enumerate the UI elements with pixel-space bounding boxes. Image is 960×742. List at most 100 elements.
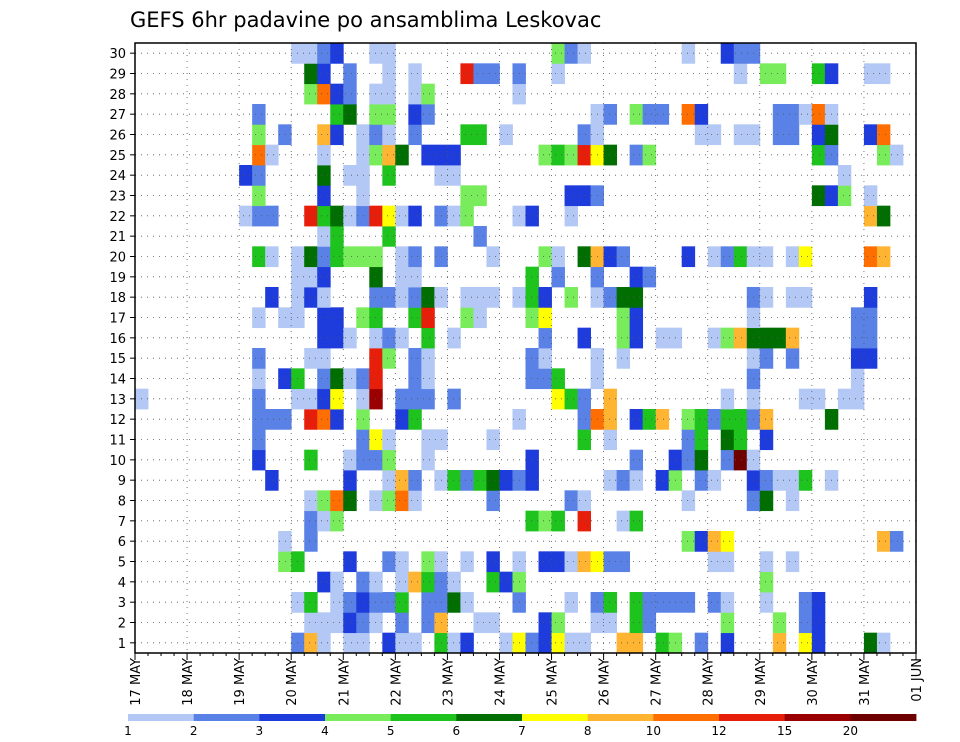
heatmap-cell (525, 205, 539, 227)
heatmap-cell (278, 551, 292, 573)
heatmap-cell (369, 83, 383, 105)
y-tick-label: 11 (109, 434, 126, 449)
heatmap-cell (694, 409, 709, 430)
heatmap-cell (265, 470, 279, 491)
heatmap-cell (551, 266, 565, 288)
heatmap-cell (317, 266, 331, 288)
heatmap-cell (343, 205, 357, 227)
heatmap-cell (759, 287, 774, 308)
heatmap-cell (759, 63, 774, 85)
heatmap-cell (369, 124, 383, 146)
heatmap-cell (369, 104, 383, 125)
heatmap-cell (343, 83, 357, 105)
legend-label: 6 (453, 724, 461, 738)
heatmap-cell (707, 531, 722, 552)
heatmap-cell (460, 124, 474, 146)
heatmap-cell (356, 124, 370, 146)
heatmap-cell (304, 592, 318, 613)
legend-label: 1 (124, 724, 132, 738)
heatmap-cell (395, 571, 409, 593)
heatmap-cell (772, 104, 787, 125)
heatmap-cell (395, 409, 409, 430)
legend-label: 2 (190, 724, 198, 738)
heatmap-cell (551, 63, 565, 85)
heatmap-cell (317, 348, 331, 369)
heatmap-cell (252, 144, 266, 166)
heatmap-cell (408, 571, 422, 593)
heatmap-cell (265, 287, 279, 308)
heatmap-cell (408, 307, 422, 329)
heatmap-cell (577, 551, 591, 573)
heatmap-cell (421, 83, 435, 105)
heatmap-cell (811, 388, 826, 410)
heatmap-cell (694, 632, 709, 654)
heatmap-cell (330, 104, 344, 125)
legend-swatch (390, 714, 457, 721)
heatmap-cell (278, 307, 292, 329)
heatmap-cell (733, 124, 748, 146)
heatmap-cell (317, 185, 331, 207)
y-tick-label: 18 (109, 291, 126, 306)
heatmap-cell (382, 43, 396, 64)
heatmap-cell (395, 205, 409, 227)
heatmap-cell (785, 490, 800, 512)
heatmap-cell (330, 592, 344, 613)
heatmap-cell (759, 348, 774, 369)
heatmap-cell (447, 592, 461, 613)
heatmap-cell (395, 612, 409, 634)
heatmap-cell (538, 510, 552, 532)
heatmap-cell (408, 124, 422, 146)
heatmap-cell (486, 287, 500, 308)
x-tick-label: 01 JUN (910, 658, 925, 702)
y-tick-label: 10 (109, 454, 126, 469)
y-tick-label: 26 (109, 129, 126, 144)
heatmap-cell (629, 449, 644, 471)
heatmap-cell (252, 205, 266, 227)
x-tick-label: 26 MAY (598, 658, 613, 706)
heatmap-cell (369, 368, 383, 390)
heatmap-cell (603, 592, 618, 613)
heatmap-cell (356, 388, 370, 410)
heatmap-cell (603, 409, 618, 430)
heatmap-cell (538, 144, 552, 166)
heatmap-cell (473, 612, 487, 634)
heatmap-cell (408, 388, 422, 410)
y-tick-label: 12 (109, 413, 126, 428)
heatmap-cell (811, 144, 826, 166)
heatmap-cell (382, 470, 396, 491)
x-tick-label: 24 MAY (493, 658, 508, 706)
y-tick-label: 24 (109, 169, 126, 184)
grid-lines (135, 43, 916, 653)
heatmap-cell (278, 531, 292, 552)
heatmap-cell (616, 246, 631, 268)
heatmap-cell (681, 43, 696, 64)
heatmap-cell (798, 592, 813, 613)
heatmap-cell (603, 104, 618, 125)
heatmap-cell (525, 348, 539, 369)
heatmap-cell (551, 246, 565, 268)
heatmap-cell (473, 63, 487, 85)
heatmap-cell (551, 632, 565, 654)
heatmap-cell (252, 348, 266, 369)
legend-swatch (128, 714, 195, 721)
legend-label: 4 (321, 724, 329, 738)
heatmap-cell (356, 571, 370, 593)
heatmap-cell (421, 551, 435, 573)
heatmap-cell (382, 632, 396, 654)
heatmap-cell (759, 246, 774, 268)
heatmap-cell (317, 612, 331, 634)
heatmap-cell (629, 592, 644, 613)
heatmap-cell (317, 571, 331, 593)
y-tick-label: 23 (109, 190, 126, 205)
heatmap-cell (343, 246, 357, 268)
heatmap-cell (629, 144, 644, 166)
y-tick-label: 4 (118, 576, 126, 591)
heatmap-cell (759, 409, 774, 430)
y-tick-label: 22 (109, 210, 126, 225)
heatmap-cell (447, 144, 461, 166)
heatmap-cell (447, 571, 461, 593)
heatmap-cell (785, 246, 800, 268)
heatmap-cell (863, 185, 878, 207)
heatmap-cell (395, 632, 409, 654)
heatmap-cell (603, 551, 618, 573)
